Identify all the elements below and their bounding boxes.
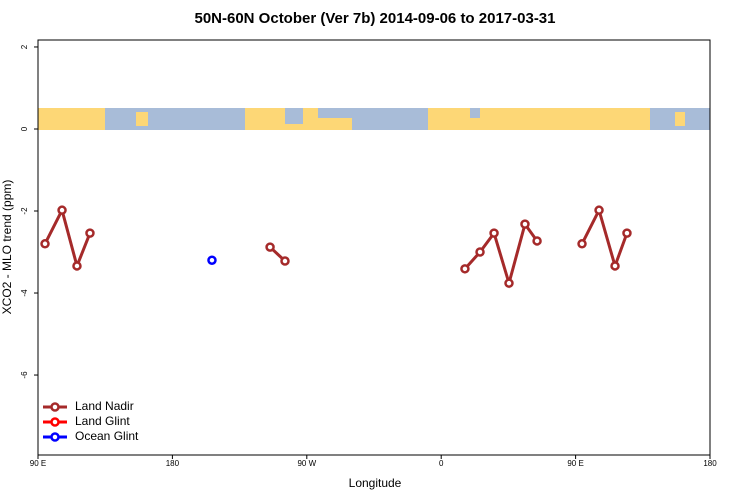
point <box>57 205 67 215</box>
point <box>40 239 50 249</box>
legend-label: Land Glint <box>75 414 130 428</box>
x-axis-label: Longitude <box>349 476 402 490</box>
point <box>460 264 470 274</box>
legend-label: Ocean Glint <box>75 429 139 443</box>
legend-label: Land Nadir <box>75 399 134 413</box>
y-tick-label: 0 <box>20 126 29 131</box>
point <box>280 256 290 266</box>
point <box>85 228 95 238</box>
x-tick-label: 180 <box>703 459 717 468</box>
x-tick-label: 90 E <box>567 459 583 468</box>
x-tick-label: 180 <box>166 459 180 468</box>
series-line <box>43 206 629 289</box>
point <box>610 261 620 271</box>
plot-frame <box>37 39 711 456</box>
legend-marker <box>50 432 60 442</box>
x-tick-label: 90 W <box>297 459 316 468</box>
x-tick-label: 0 <box>439 459 444 468</box>
point <box>577 239 587 249</box>
point <box>520 219 530 229</box>
y-tick-label: -4 <box>20 289 29 297</box>
y-axis-label: XCO2 - MLO trend (ppm) <box>0 180 14 315</box>
chart-title: 50N-60N October (Ver 7b) 2014-09-06 to 2… <box>194 10 555 27</box>
point <box>265 242 275 252</box>
y-tick-label: -2 <box>20 207 29 215</box>
map-strip <box>38 108 710 130</box>
point <box>532 236 542 246</box>
x-tick-label: 90 E <box>30 459 46 468</box>
point <box>622 228 632 238</box>
point <box>594 205 604 215</box>
y-tick-label: -6 <box>20 371 29 379</box>
point <box>72 261 82 271</box>
legend-marker <box>50 417 60 427</box>
y-tick-label: 2 <box>20 44 29 49</box>
point <box>207 255 217 265</box>
point <box>475 247 485 257</box>
legend-marker <box>50 402 60 412</box>
point <box>489 228 499 238</box>
point <box>504 278 514 288</box>
